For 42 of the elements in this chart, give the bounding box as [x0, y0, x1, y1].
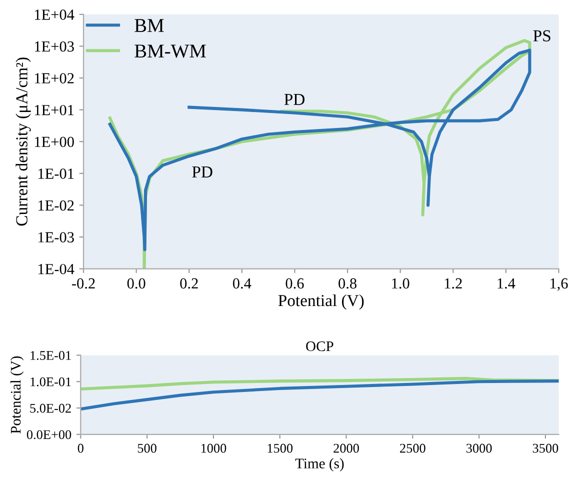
y-tick-label: 1E-04	[38, 264, 74, 274]
x-tick-label: 0.8	[338, 278, 356, 289]
x-tick-label: 500	[138, 444, 156, 453]
y-tick-label: 5.0E-02	[30, 404, 71, 413]
line-series	[80, 380, 559, 411]
x-tick-label: 1.0	[392, 278, 410, 289]
x-tick-label: 1.4	[498, 278, 516, 289]
y-axis-title: Potencial (V)	[10, 356, 24, 434]
y-tick-label: 1E-02	[38, 200, 74, 211]
chart-title: OCP	[306, 341, 334, 352]
x-tick-label: 0.0	[127, 278, 146, 289]
x-tick-label: 0.2	[180, 278, 198, 289]
annotation: PD	[284, 94, 304, 105]
y-tick-label: 1.0E-01	[30, 377, 71, 386]
y-tick-label: 1E+00	[34, 136, 74, 148]
x-axis-title: Time (s)	[295, 458, 344, 472]
annotation: PS	[533, 30, 550, 42]
annotation: PD	[192, 166, 212, 178]
y-tick-label: 1.5E-01	[30, 351, 71, 360]
x-tick-label: 3500	[532, 444, 558, 453]
y-tick-label: 1E+04	[34, 10, 74, 20]
y-tick-label: 1E+02	[34, 73, 74, 84]
x-tick-label: 1500	[268, 444, 293, 453]
y-tick-label: 1E-03	[38, 232, 74, 242]
x-tick-label: 0.6	[286, 278, 304, 289]
y-tick-label: 1E+03	[34, 41, 74, 52]
x-tick-label: 1,6	[550, 278, 568, 291]
y-tick-label: 1E+01	[34, 104, 74, 116]
legend-label: BM	[134, 19, 164, 32]
x-tick-label: 0.4	[232, 278, 252, 289]
x-tick-label: 2500	[400, 444, 426, 453]
y-tick-label: 1E-01	[38, 168, 74, 179]
x-tick-label: 1.2	[444, 278, 462, 289]
legend-label: BM-WM	[134, 44, 206, 58]
y-axis-title: Current density (μA/cm²)	[16, 58, 31, 226]
x-tick-label: 1000	[201, 444, 226, 453]
x-tick-label: -0.2	[72, 278, 95, 289]
x-axis-title: Potential (V)	[278, 294, 364, 310]
x-tick-label: 0	[78, 444, 84, 453]
x-tick-label: 3000	[466, 444, 492, 453]
y-tick-label: 0.0E+00	[26, 430, 72, 440]
x-tick-label: 2000	[334, 444, 359, 453]
